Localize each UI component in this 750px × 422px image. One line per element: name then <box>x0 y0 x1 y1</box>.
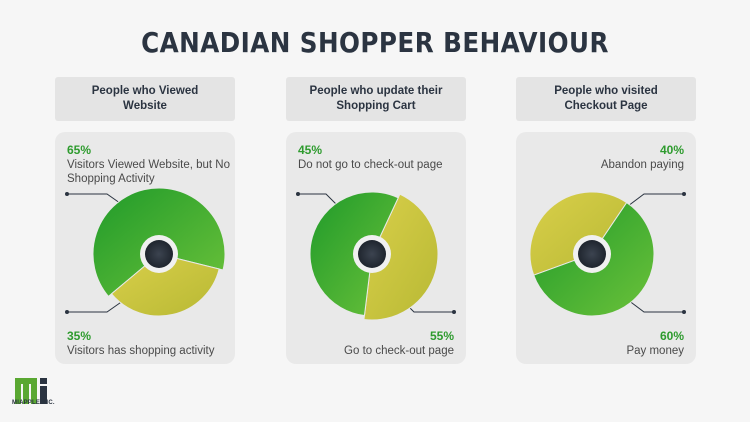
chart-2-hub <box>358 240 386 268</box>
chart-1-hub <box>145 240 173 268</box>
chart-1-leader-dot-2 <box>65 310 69 314</box>
chart-2-label-b-text: Go to check-out page <box>344 345 454 357</box>
chart-3-label-a-text: Abandon paying <box>600 159 684 171</box>
chart-2-leader-dot-1 <box>296 192 300 196</box>
chart-1-label-a-pct: 65% <box>67 143 92 157</box>
chart-3-leader-dot-1 <box>682 192 686 196</box>
miapple-logo-icon <box>15 378 47 404</box>
chart-2-label-b-pct: 55% <box>429 329 454 343</box>
brand-name: MIAPPLE INC. <box>12 400 55 406</box>
chart-2-header: People who update their Shopping Cart <box>286 77 466 121</box>
chart-1-label-a-text: Visitors Viewed Website, but No Shopping… <box>67 159 230 185</box>
chart-1-pie <box>65 187 226 317</box>
chart-3-label-b-pct: 60% <box>659 329 684 343</box>
chart-3-title: People who visited Checkout Page <box>554 85 658 112</box>
chart-2-title: People who update their Shopping Cart <box>309 85 443 112</box>
chart-2-label-a-pct: 45% <box>298 143 323 157</box>
chart-1-title: People who Viewed Website <box>91 85 199 112</box>
chart-3-slice-1 <box>529 191 628 276</box>
chart-1-panel: 65% Visitors Viewed Website, but No Shop… <box>55 132 235 364</box>
chart-3-header: People who visited Checkout Page <box>516 77 696 121</box>
chart-3-pie <box>529 191 686 317</box>
chart-2-slice-1 <box>363 193 439 321</box>
chart-1-header: People who Viewed Website <box>55 77 235 121</box>
chart-2-leader-line-1 <box>298 193 339 207</box>
chart-3-leader-dot-2 <box>682 310 686 314</box>
chart-3-hub <box>578 240 606 268</box>
chart-2-pie <box>296 191 456 321</box>
chart-2-panel: 45% Do not go to check-out page 55% Go t… <box>286 132 466 364</box>
chart-1-slice-2 <box>110 253 220 317</box>
chart-1-label-b-pct: 35% <box>67 329 92 343</box>
chart-1-leader-dot-1 <box>65 192 69 196</box>
chart-1-label-b-text: Visitors has shopping activity <box>67 345 215 357</box>
chart-2-leader-dot-2 <box>452 310 456 314</box>
chart-3-leader-line-2 <box>627 299 684 313</box>
chart-3-leader-line-1 <box>627 193 684 207</box>
chart-3-label-a-pct: 40% <box>659 143 684 157</box>
page-title: CANADIAN SHOPPER BEHAVIOUR <box>141 26 609 59</box>
chart-3-label-b-text: Pay money <box>626 345 684 357</box>
chart-3-panel: 40% Abandon paying 60% Pay money <box>516 132 696 364</box>
chart-2-label-a-text: Do not go to check-out page <box>298 159 443 171</box>
